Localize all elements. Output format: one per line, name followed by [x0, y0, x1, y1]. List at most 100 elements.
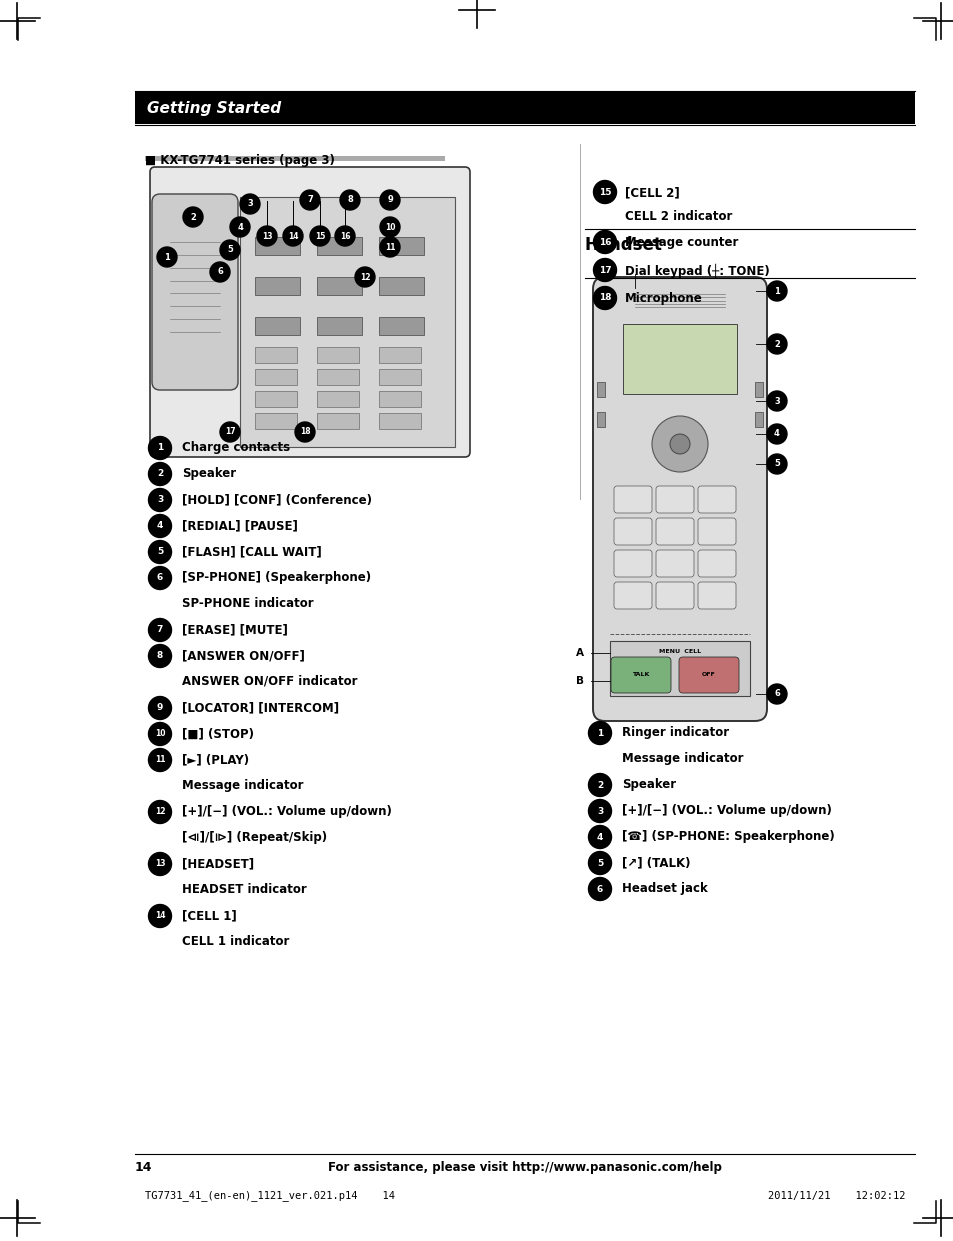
Bar [254, 347, 296, 364]
Text: [ERASE] [MUTE]: [ERASE] [MUTE] [182, 623, 288, 635]
Text: Message indicator: Message indicator [621, 752, 742, 764]
FancyBboxPatch shape [656, 486, 693, 513]
Bar [597, 382, 604, 397]
Circle shape [379, 190, 399, 210]
Bar [378, 316, 423, 335]
Text: 11: 11 [154, 756, 165, 764]
FancyBboxPatch shape [610, 656, 670, 692]
Circle shape [588, 825, 611, 849]
Text: TALK: TALK [632, 673, 649, 678]
Text: OFF: OFF [701, 673, 715, 678]
Text: [HOLD] [CONF] (Conference): [HOLD] [CONF] (Conference) [182, 493, 372, 506]
Bar [254, 316, 299, 335]
Text: Getting Started: Getting Started [147, 101, 281, 115]
Circle shape [220, 240, 240, 261]
Text: For assistance, please visit http://www.panasonic.com/help: For assistance, please visit http://www.… [328, 1162, 721, 1174]
Text: 17: 17 [225, 427, 235, 437]
Text: 2011/11/21    12:02:12: 2011/11/21 12:02:12 [767, 1191, 904, 1201]
Text: 3: 3 [156, 495, 163, 505]
Circle shape [149, 722, 172, 746]
Text: [+]/[−] (VOL.: Volume up/down): [+]/[−] (VOL.: Volume up/down) [182, 805, 392, 818]
Bar [316, 391, 358, 407]
Circle shape [588, 721, 611, 745]
Circle shape [588, 851, 611, 875]
Circle shape [149, 618, 172, 642]
Text: 1: 1 [156, 443, 163, 453]
Text: 17: 17 [598, 266, 611, 274]
Bar [316, 413, 358, 429]
Text: MENU  CELL: MENU CELL [659, 649, 700, 654]
Bar [754, 382, 762, 397]
Text: HEADSET indicator: HEADSET indicator [182, 884, 307, 896]
Text: 4: 4 [597, 833, 602, 841]
Circle shape [149, 800, 172, 824]
Text: Dial keypad (┼: TONE): Dial keypad (┼: TONE) [624, 264, 769, 278]
Text: 6: 6 [597, 885, 602, 894]
Bar [254, 277, 299, 295]
Circle shape [651, 416, 707, 472]
Bar [254, 237, 299, 254]
Text: 2: 2 [773, 340, 780, 349]
Text: 8: 8 [347, 196, 353, 205]
FancyBboxPatch shape [679, 656, 739, 692]
Circle shape [283, 226, 303, 246]
FancyBboxPatch shape [614, 582, 651, 609]
FancyBboxPatch shape [698, 550, 735, 577]
Text: 8: 8 [156, 652, 163, 660]
Text: 7: 7 [156, 625, 163, 634]
Circle shape [766, 684, 786, 704]
Circle shape [669, 434, 689, 454]
Bar [378, 391, 420, 407]
Text: 9: 9 [156, 704, 163, 712]
Text: 4: 4 [156, 521, 163, 530]
Circle shape [310, 226, 330, 246]
Text: Message indicator: Message indicator [182, 779, 303, 792]
Bar [609, 642, 749, 696]
Text: CELL 2 indicator: CELL 2 indicator [624, 210, 732, 223]
Circle shape [379, 237, 399, 257]
Circle shape [294, 422, 314, 442]
Text: [CELL 2]: [CELL 2] [624, 186, 679, 199]
Text: 9: 9 [387, 196, 393, 205]
Text: 6: 6 [773, 690, 780, 699]
Text: B: B [576, 676, 583, 686]
Bar [378, 369, 420, 385]
Bar [378, 237, 423, 254]
Circle shape [149, 696, 172, 720]
Circle shape [149, 566, 172, 589]
Text: 15: 15 [598, 187, 611, 196]
Circle shape [766, 391, 786, 411]
Text: 16: 16 [339, 232, 350, 241]
Circle shape [149, 748, 172, 772]
Text: 2: 2 [156, 469, 163, 479]
Text: [SP-PHONE] (Speakerphone): [SP-PHONE] (Speakerphone) [182, 571, 371, 585]
Text: [REDIAL] [PAUSE]: [REDIAL] [PAUSE] [182, 519, 297, 532]
Text: 7: 7 [307, 196, 313, 205]
Text: 18: 18 [598, 294, 611, 303]
Text: 5: 5 [773, 459, 780, 469]
Bar [316, 316, 361, 335]
FancyBboxPatch shape [698, 486, 735, 513]
Text: 5: 5 [227, 246, 233, 254]
Circle shape [588, 773, 611, 797]
Circle shape [379, 217, 399, 237]
Text: 10: 10 [154, 730, 165, 738]
Circle shape [220, 422, 240, 442]
Text: 12: 12 [359, 273, 370, 282]
FancyBboxPatch shape [656, 582, 693, 609]
Text: TG7731_41_(en-en)_1121_ver.021.p14    14: TG7731_41_(en-en)_1121_ver.021.p14 14 [145, 1190, 395, 1201]
Bar [254, 369, 296, 385]
Text: [HEADSET]: [HEADSET] [182, 858, 253, 870]
Circle shape [149, 541, 172, 563]
Text: 14: 14 [154, 911, 165, 921]
Text: 13: 13 [154, 860, 165, 869]
Text: Handset: Handset [584, 236, 662, 254]
Circle shape [240, 194, 260, 213]
Bar [316, 237, 361, 254]
FancyBboxPatch shape [656, 550, 693, 577]
Text: 14: 14 [288, 232, 298, 241]
Text: 5: 5 [597, 859, 602, 867]
Text: [⧏]/[⧐] (Repeat/Skip): [⧏]/[⧐] (Repeat/Skip) [182, 831, 327, 844]
Bar [316, 277, 361, 295]
Bar [378, 277, 423, 295]
